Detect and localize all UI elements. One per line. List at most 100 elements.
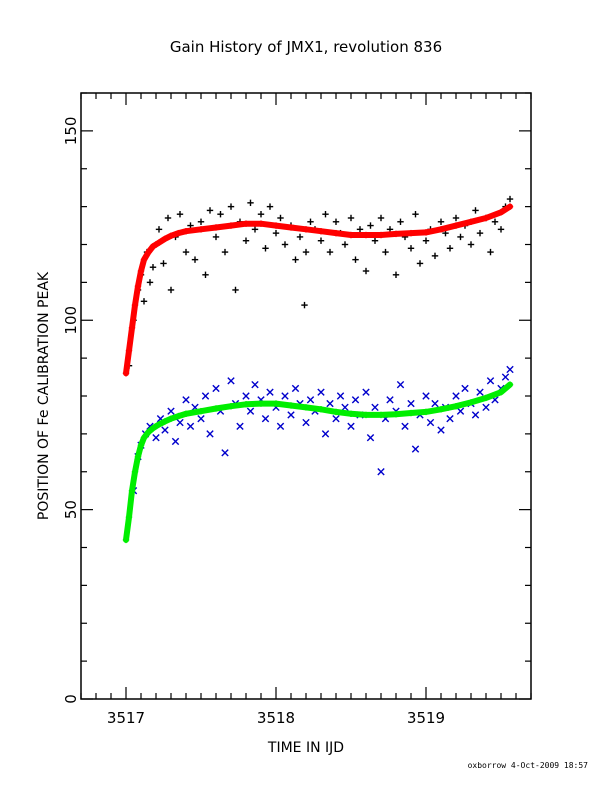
data-point-series-3 <box>152 433 160 442</box>
data-point-series-1 <box>377 214 385 222</box>
data-point-series-1 <box>155 226 163 233</box>
data-point-series-3 <box>221 449 229 457</box>
data-point-series-1 <box>202 271 209 278</box>
data-point-series-3 <box>407 399 415 408</box>
x-axis-label: TIME IN IJD <box>267 740 344 756</box>
data-point-series-3 <box>347 422 355 430</box>
data-point-series-3 <box>332 415 340 423</box>
data-point-series-3 <box>437 426 445 434</box>
data-point-series-1 <box>221 248 229 256</box>
data-marks <box>122 195 514 544</box>
data-point-series-3 <box>386 396 394 404</box>
data-point-series-3 <box>461 384 469 393</box>
data-point-series-3 <box>227 377 235 385</box>
data-point-series-1 <box>191 256 199 263</box>
data-point-series-3 <box>471 411 480 419</box>
data-point-series-3 <box>287 411 295 419</box>
data-point-series-1 <box>416 260 424 267</box>
data-point-series-1 <box>206 207 214 214</box>
data-point-series-1 <box>317 237 325 244</box>
plot-frame <box>80 92 532 700</box>
data-point-series-1 <box>431 252 439 260</box>
data-point-series-3 <box>167 407 175 415</box>
data-point-series-1 <box>277 214 284 222</box>
data-point-series-3 <box>377 468 385 476</box>
data-point-series-3 <box>486 377 495 385</box>
x-tick-label: 3517 <box>107 709 145 727</box>
data-point-series-1 <box>412 211 419 218</box>
data-point-series-3 <box>321 430 330 438</box>
series-line-4 <box>123 381 513 543</box>
data-point-series-1 <box>347 214 355 222</box>
data-point-series-1 <box>367 222 374 229</box>
data-point-series-1 <box>341 241 349 248</box>
data-point-series-3 <box>366 433 375 442</box>
data-point-series-3 <box>476 388 484 396</box>
data-point-series-1 <box>296 233 304 241</box>
chart-title: Gain History of JMX1, revolution 836 <box>170 38 442 56</box>
data-point-series-3 <box>336 392 345 400</box>
x-tick-label: 3519 <box>407 709 445 727</box>
data-point-series-1 <box>227 203 235 210</box>
data-point-series-3 <box>371 403 379 412</box>
data-point-series-1 <box>446 245 454 252</box>
data-point-series-3 <box>506 365 514 374</box>
data-point-series-1 <box>212 233 220 241</box>
data-point-series-3 <box>326 399 334 408</box>
y-tick-label: 50 <box>62 500 80 519</box>
data-point-series-3 <box>186 422 195 430</box>
data-point-series-1 <box>167 286 175 294</box>
data-point-series-1 <box>164 214 172 222</box>
data-point-series-3 <box>452 392 460 400</box>
data-point-series-1 <box>266 203 274 210</box>
y-tick-label: 0 <box>62 694 80 704</box>
data-point-series-3 <box>182 396 190 404</box>
data-point-series-1 <box>506 195 514 203</box>
data-point-series-1 <box>197 218 205 225</box>
data-point-series-3 <box>306 396 315 404</box>
data-point-series-1 <box>242 237 250 244</box>
data-point-series-1 <box>247 199 254 207</box>
data-point-series-1 <box>146 279 154 286</box>
y-tick-label: 150 <box>62 117 80 146</box>
data-point-series-1 <box>332 218 340 225</box>
data-point-series-1 <box>251 226 259 233</box>
data-point-series-1 <box>392 271 400 278</box>
data-point-series-3 <box>242 392 250 400</box>
data-point-series-1 <box>497 226 505 233</box>
y-axis-label: POSITION OF Fe CALIBRATION PEAK <box>36 271 52 520</box>
data-point-series-1 <box>326 248 334 256</box>
data-point-series-1 <box>362 267 370 275</box>
data-point-series-1 <box>182 248 190 256</box>
data-point-series-3 <box>171 437 180 446</box>
data-point-series-3 <box>251 380 259 389</box>
data-point-series-1 <box>467 241 475 248</box>
data-point-series-1 <box>476 229 484 237</box>
data-point-series-3 <box>456 407 465 415</box>
data-point-series-3 <box>176 418 184 427</box>
data-point-series-3 <box>206 430 214 438</box>
data-point-series-1 <box>407 245 415 252</box>
data-point-series-1 <box>149 264 157 271</box>
data-point-series-3 <box>411 445 420 453</box>
series-line-2 <box>123 203 513 377</box>
footer-credit: oxborrow 4-Oct-2009 18:57 <box>468 761 589 770</box>
data-point-series-1 <box>371 237 379 244</box>
data-point-series-1 <box>262 245 269 252</box>
data-point-series-1 <box>302 248 310 256</box>
data-point-series-3 <box>431 399 439 408</box>
data-point-series-1 <box>397 218 404 225</box>
data-point-series-1 <box>322 211 329 218</box>
data-point-series-1 <box>457 233 464 241</box>
data-point-series-3 <box>422 392 430 400</box>
data-point-series-1 <box>307 218 314 225</box>
data-point-series-3 <box>426 418 435 427</box>
data-point-series-3 <box>281 392 289 400</box>
axis-ticks: 0 50 100 150 3517 3518 3519 <box>62 92 532 727</box>
data-point-series-1 <box>452 214 460 222</box>
data-point-series-1 <box>281 241 289 248</box>
data-point-series-3 <box>212 384 220 393</box>
data-point-series-3 <box>317 388 325 396</box>
data-point-series-3 <box>261 415 270 423</box>
